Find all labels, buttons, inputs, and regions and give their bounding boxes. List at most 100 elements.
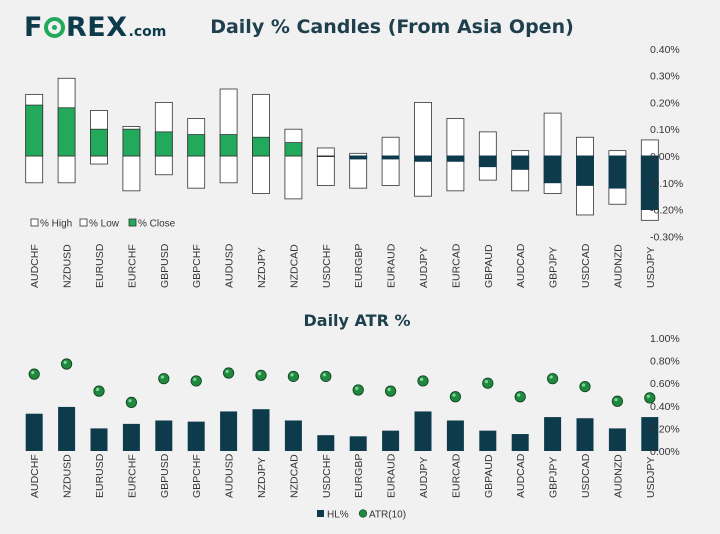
atr-point-audchf <box>28 368 40 380</box>
atr-point-audjpy <box>417 375 429 387</box>
low-bar-nzdjpy <box>252 155 270 194</box>
atr-point-eurchf <box>125 396 137 409</box>
x-label-eurcad: EURCAD <box>450 243 462 288</box>
y-tick-atr: 0.60% <box>650 378 680 390</box>
close-bar-audcad <box>511 155 530 170</box>
legend-label-high: % High <box>40 219 72 230</box>
atr-point-highlight-audchf <box>31 370 35 375</box>
y-tick-candles: 0.10% <box>650 124 680 136</box>
y-tick-candles: 0.00% <box>650 151 680 163</box>
low-bar-euraud <box>381 155 400 186</box>
atr-point-highlight-audcad <box>517 393 521 397</box>
hl-bar-euraud <box>382 430 400 451</box>
x-label-audusd: AUDUSD <box>224 243 236 288</box>
y-tick-candles: -0.10% <box>650 178 683 190</box>
low-bar-eurusd <box>90 155 108 165</box>
low-bar-gbpusd <box>154 155 173 176</box>
atr-point-highlight-eurchf <box>128 399 132 403</box>
atr-x-label-eurchf: EURCHF <box>126 454 138 498</box>
low-bar-audjpy <box>414 155 432 197</box>
atr-x-label-nzdcad: NZDCAD <box>288 454 300 498</box>
atr-point-highlight-nzdjpy <box>258 372 262 376</box>
hl-bar-gbpjpy <box>544 417 562 451</box>
low-bar-audusd <box>219 155 238 184</box>
atr-point-highlight-euraud <box>387 387 391 392</box>
high-bar-eurgbp <box>349 152 368 157</box>
logo-part-rex: REX <box>65 12 128 43</box>
close-bar-eurcad <box>446 155 465 162</box>
high-bar-audjpy <box>414 102 432 157</box>
low-bar-nzdusd <box>57 155 76 184</box>
hl-bar-audjpy <box>414 411 432 451</box>
close-bar-eurgbp <box>349 155 368 160</box>
high-bar-eurcad <box>446 118 465 157</box>
atr-x-label-audjpy: AUDJPY <box>418 457 430 498</box>
x-label-eurusd: EURUSD <box>94 243 106 288</box>
atr-point-highlight-nzdcad <box>290 373 294 377</box>
atr-x-label-gbpchf: GBPCHF <box>191 454 203 498</box>
high-bar-audcad <box>511 150 530 157</box>
legend-label-low: % Low <box>89 219 120 230</box>
atr-x-label-usdjpy: USDJPY <box>645 457 657 498</box>
close-bar-audusd <box>219 134 238 157</box>
atr-point-highlight-audnzd <box>614 398 618 402</box>
atr-point-highlight-audjpy <box>420 377 424 381</box>
atr-point-highlight-usdchf <box>322 373 326 377</box>
x-label-usdcad: USDCAD <box>580 243 592 288</box>
hl-bar-audchf <box>25 413 43 451</box>
x-label-nzdusd: NZDUSD <box>62 244 74 288</box>
low-bar-audchf <box>25 155 44 184</box>
y-tick-atr: 0.80% <box>650 356 680 368</box>
close-bar-gbpjpy <box>543 155 562 184</box>
close-bar-audchf <box>25 104 44 157</box>
x-label-audjpy: AUDJPY <box>418 247 430 288</box>
hl-bar-audnzd <box>608 428 626 451</box>
hl-bar-audusd <box>220 411 238 451</box>
low-bar-eurchf <box>122 155 141 192</box>
low-bar-usdchf <box>316 155 335 186</box>
hl-bar-eurusd <box>90 428 108 451</box>
atr-point-gbpusd <box>158 373 170 385</box>
atr-x-label-audcad: AUDCAD <box>515 453 527 498</box>
hl-bar-nzdjpy <box>252 409 270 451</box>
atr-x-label-gbpaud: GBPAUD <box>483 454 495 498</box>
close-bar-nzdcad <box>284 142 303 157</box>
atr-point-eurgbp <box>352 384 364 396</box>
atr-x-label-gbpjpy: GBPJPY <box>548 457 560 498</box>
atr-point-gbpaud <box>482 377 494 389</box>
close-bar-audjpy <box>414 155 432 162</box>
x-label-eurchf: EURCHF <box>126 244 138 288</box>
logo-suffix: .com <box>128 24 167 40</box>
close-bar-eurchf <box>122 128 141 157</box>
high-bar-usdcad <box>576 136 594 157</box>
hl-bar-gbpusd <box>155 420 173 451</box>
legend-swatch-atr <box>358 509 368 518</box>
atr-point-highlight-nzdusd <box>63 360 67 364</box>
legend-label-atr: ATR(10) <box>369 510 406 521</box>
atr-chart-title: Daily ATR % <box>303 311 410 330</box>
y-tick-atr: 0.20% <box>650 423 680 435</box>
atr-point-audnzd <box>611 395 624 407</box>
close-bar-usdchf <box>316 155 335 158</box>
atr-x-label-eurcad: EURCAD <box>450 453 462 498</box>
atr-point-nzdusd <box>60 358 73 370</box>
atr-point-highlight-eurgbp <box>355 386 359 390</box>
atr-x-label-eurgbp: EURGBP <box>353 454 365 498</box>
close-bar-nzdusd <box>57 107 76 157</box>
atr-point-highlight-audusd <box>225 369 229 374</box>
atr-point-highlight-gbpchf <box>193 377 197 381</box>
high-bar-usdchf <box>316 147 335 157</box>
high-bar-gbpjpy <box>543 112 562 157</box>
x-label-gbpusd: GBPUSD <box>159 243 171 288</box>
high-bar-euraud <box>381 136 400 157</box>
atr-point-highlight-gbpaud <box>484 380 488 384</box>
legend-label-hl: HL% <box>327 510 349 521</box>
atr-point-nzdjpy <box>255 369 267 381</box>
hl-bar-gbpaud <box>479 430 497 451</box>
close-bar-gbpusd <box>154 131 173 157</box>
atr-point-euraud <box>384 385 397 397</box>
logo-part-f: F <box>24 12 43 43</box>
x-label-audnzd: AUDNZD <box>612 244 624 288</box>
atr-point-audcad <box>514 391 526 403</box>
hl-bar-usdjpy <box>641 417 659 451</box>
